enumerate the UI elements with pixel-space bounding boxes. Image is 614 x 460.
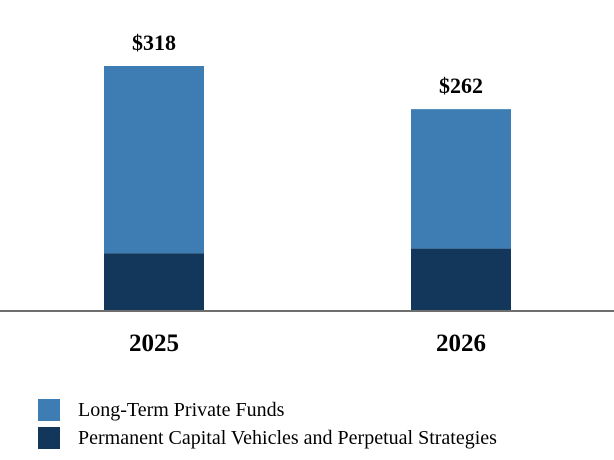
total-label-2025: $318 (132, 30, 176, 55)
total-label-2026: $262 (439, 73, 483, 98)
bar-2025-long-term-private-funds (104, 66, 204, 254)
x-tick-label-2026: 2026 (436, 330, 486, 357)
legend-item-permanent-capital: Permanent Capital Vehicles and Perpetual… (38, 424, 497, 452)
legend-label-long-term-private-funds: Long-Term Private Funds (78, 398, 285, 421)
legend-label-permanent-capital: Permanent Capital Vehicles and Perpetual… (78, 426, 497, 449)
bar-2026-long-term-private-funds (411, 109, 511, 249)
legend-swatch-permanent-capital (38, 427, 60, 449)
legend: Long-Term Private Funds Permanent Capita… (38, 396, 497, 452)
x-tick-label-2025: 2025 (129, 330, 179, 357)
stacked-bar-chart: $318 2025 $262 2026 (0, 30, 614, 357)
bar-2026-permanent-capital-vehicles-and-perpetual-strategies (411, 248, 511, 311)
bar-2025-permanent-capital-vehicles-and-perpetual-strategies (104, 253, 204, 311)
legend-item-long-term-private-funds: Long-Term Private Funds (38, 396, 497, 424)
legend-swatch-long-term-private-funds (38, 399, 60, 421)
